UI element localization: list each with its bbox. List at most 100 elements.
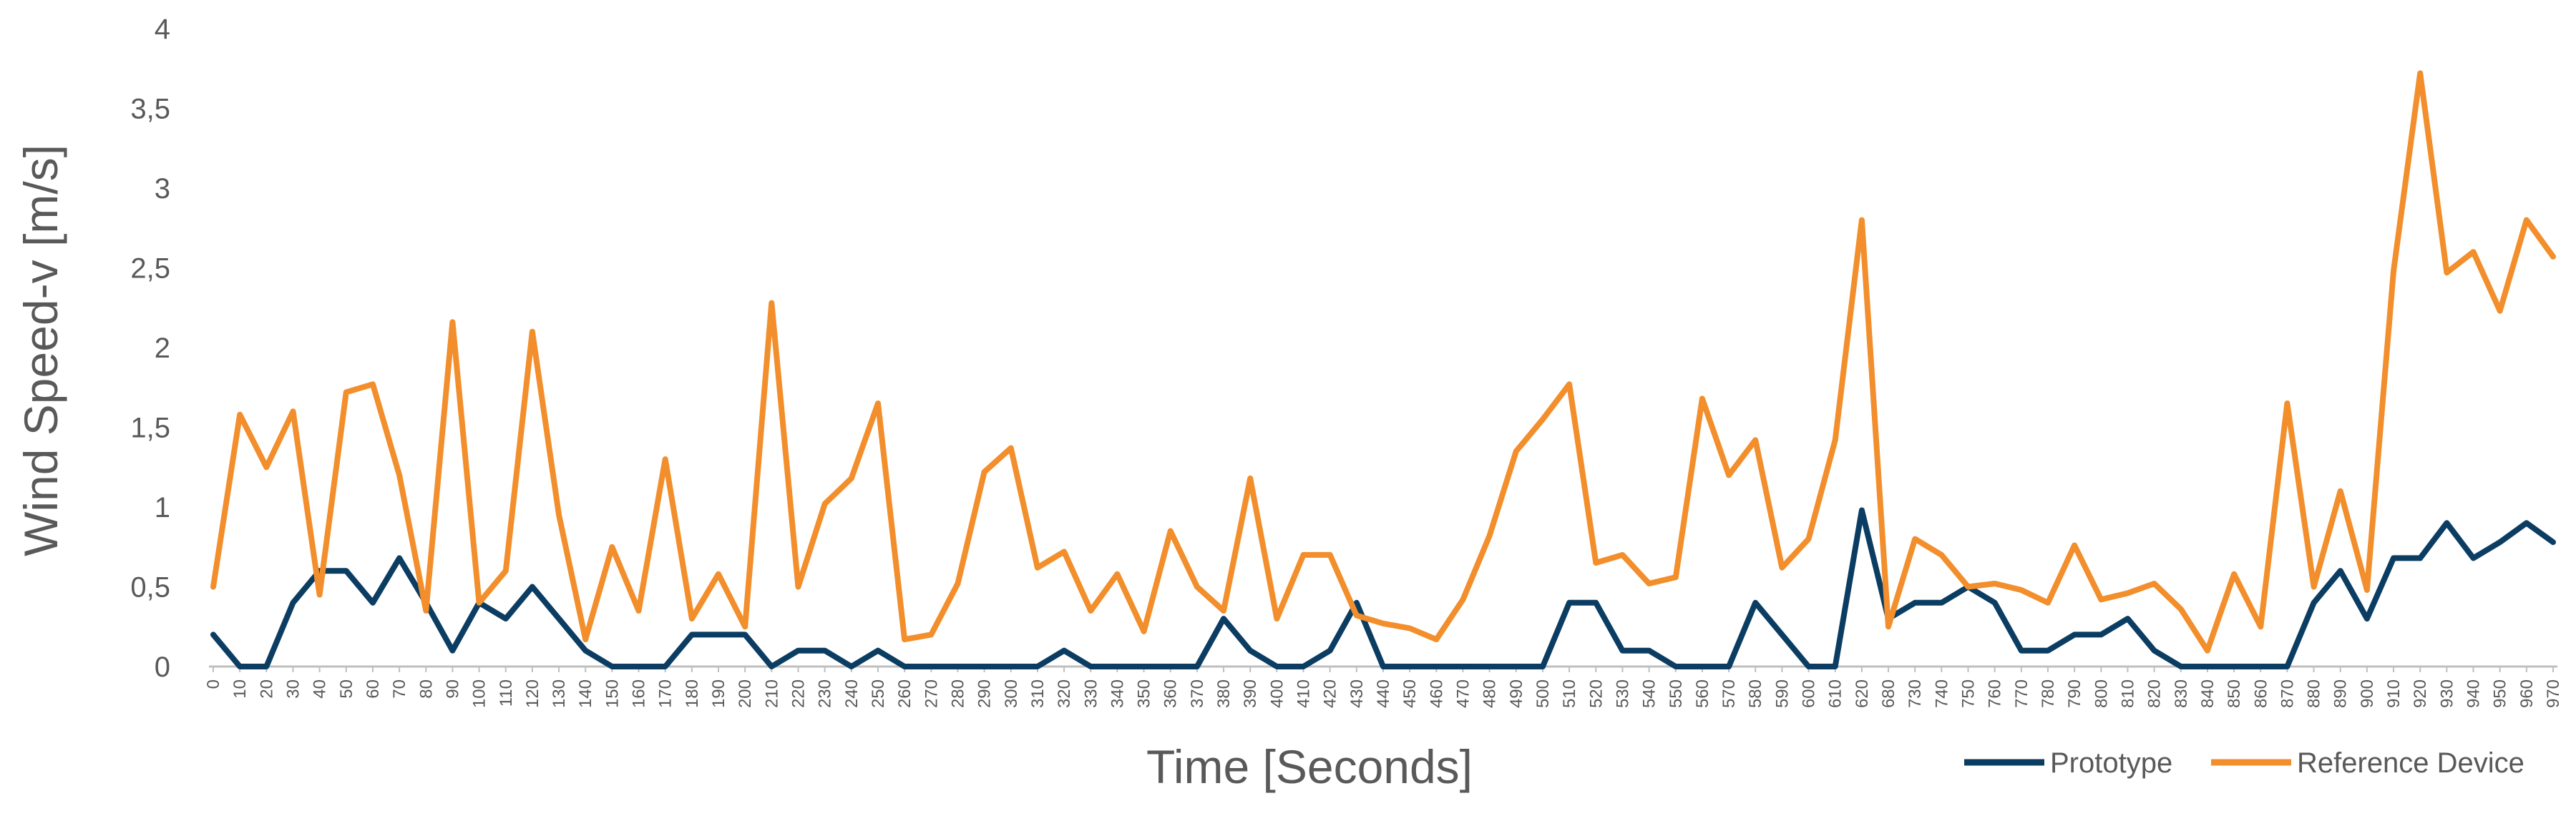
x-tick-label: 540 [1640, 679, 1659, 708]
x-tick-label: 560 [1693, 679, 1712, 708]
x-tick-label: 410 [1294, 679, 1314, 708]
legend-label: Prototype [2050, 747, 2172, 779]
x-tick-label: 60 [364, 679, 383, 699]
x-tick-label: 390 [1241, 679, 1260, 708]
y-tick-label: 4 [155, 14, 170, 45]
x-tick-label: 50 [337, 679, 356, 699]
x-tick-label: 420 [1321, 679, 1340, 708]
x-tick-label: 970 [2544, 679, 2563, 708]
x-tick-label: 870 [2278, 679, 2297, 708]
x-tick-label: 760 [1986, 679, 2005, 708]
x-tick-label: 450 [1400, 679, 1420, 708]
series-line-prototype [210, 507, 2556, 669]
x-tick-label: 500 [1533, 679, 1553, 708]
x-tick-label: 400 [1267, 679, 1287, 708]
x-tick-label: 0 [204, 679, 223, 689]
x-tick-label: 790 [2065, 679, 2084, 708]
x-tick-label: 190 [709, 679, 728, 708]
x-tick-label: 130 [550, 679, 569, 708]
x-tick-label: 230 [816, 679, 835, 708]
x-tick-label: 340 [1108, 679, 1127, 708]
x-tick-label: 20 [257, 679, 276, 699]
x-tick-label: 510 [1560, 679, 1579, 708]
x-tick-label: 330 [1081, 679, 1101, 708]
x-tick-label: 910 [2384, 679, 2404, 708]
x-tick-label: 900 [2358, 679, 2377, 708]
x-axis-ticks: 0 10 20 30 40 50 60 70 80 90 100 110 120 130 140 150 160… [204, 667, 2563, 708]
x-tick-label: 440 [1374, 679, 1393, 708]
x-tick-label: 260 [895, 679, 914, 708]
x-tick-label: 430 [1347, 679, 1367, 708]
x-tick-label: 820 [2145, 679, 2165, 708]
y-tick-label: 3,5 [130, 94, 170, 125]
y-tick-label: 1,5 [130, 413, 170, 444]
x-tick-label: 280 [948, 679, 967, 708]
x-tick-label: 460 [1427, 679, 1446, 708]
x-tick-label: 960 [2517, 679, 2537, 708]
x-tick-label: 530 [1613, 679, 1632, 708]
series-line-reference-device [210, 70, 2556, 654]
x-tick-label: 180 [683, 679, 702, 708]
x-tick-label: 270 [922, 679, 941, 708]
y-tick-label: 1 [155, 492, 170, 523]
x-tick-label: 10 [230, 679, 250, 699]
x-tick-label: 810 [2118, 679, 2137, 708]
x-tick-label: 360 [1161, 679, 1181, 708]
x-tick-label: 930 [2437, 679, 2457, 708]
x-tick-label: 30 [283, 679, 303, 699]
x-tick-label: 350 [1135, 679, 1154, 708]
x-tick-label: 880 [2305, 679, 2324, 708]
y-tick-label: 2,5 [130, 253, 170, 285]
x-tick-label: 200 [736, 679, 755, 708]
x-tick-label: 730 [1906, 679, 1925, 708]
x-tick-label: 590 [1772, 679, 1792, 708]
x-tick-label: 310 [1028, 679, 1048, 708]
x-tick-label: 320 [1055, 679, 1074, 708]
x-tick-label: 290 [975, 679, 995, 708]
x-tick-label: 160 [630, 679, 649, 708]
legend-label: Reference Device [2297, 747, 2524, 779]
y-axis-title: Wind Speed-v [m/s] [14, 144, 67, 556]
x-tick-label: 140 [576, 679, 595, 708]
x-tick-label: 90 [443, 679, 462, 699]
x-tick-label: 220 [789, 679, 809, 708]
x-tick-label: 950 [2491, 679, 2510, 708]
x-tick-label: 610 [1826, 679, 1845, 708]
x-tick-label: 680 [1879, 679, 1898, 708]
x-tick-label: 490 [1507, 679, 1526, 708]
y-tick-label: 0 [155, 652, 170, 683]
x-tick-label: 250 [869, 679, 888, 708]
x-tick-label: 570 [1719, 679, 1739, 708]
y-axis-ticks: 0 0,5 1 1,5 2 2,5 3 3,5 4 [130, 14, 170, 683]
x-tick-label: 850 [2225, 679, 2244, 708]
x-tick-label: 890 [2331, 679, 2351, 708]
x-tick-label: 740 [1932, 679, 1951, 708]
x-tick-label: 750 [1959, 679, 1979, 708]
y-tick-label: 3 [155, 173, 170, 205]
x-tick-label: 800 [2092, 679, 2111, 708]
x-tick-label: 100 [470, 679, 489, 708]
x-tick-label: 70 [390, 679, 409, 699]
x-tick-label: 470 [1453, 679, 1473, 708]
x-tick-label: 780 [2039, 679, 2058, 708]
x-axis-title: Time [Seconds] [1146, 740, 1473, 793]
x-tick-label: 240 [842, 679, 862, 708]
series-layer [210, 70, 2556, 669]
x-tick-label: 370 [1188, 679, 1207, 708]
x-tick-label: 380 [1214, 679, 1234, 708]
x-tick-label: 940 [2464, 679, 2484, 708]
x-tick-label: 830 [2172, 679, 2191, 708]
x-tick-label: 80 [416, 679, 436, 699]
x-tick-label: 210 [762, 679, 781, 708]
x-tick-label: 170 [656, 679, 675, 708]
y-tick-label: 2 [155, 333, 170, 364]
x-tick-label: 550 [1667, 679, 1686, 708]
x-tick-label: 300 [1002, 679, 1021, 708]
x-tick-label: 110 [497, 679, 516, 707]
x-tick-label: 480 [1480, 679, 1500, 708]
x-tick-label: 920 [2411, 679, 2430, 708]
x-tick-label: 770 [2012, 679, 2031, 708]
x-tick-label: 600 [1800, 679, 1819, 708]
legend: Prototype Reference Device [1964, 747, 2524, 779]
